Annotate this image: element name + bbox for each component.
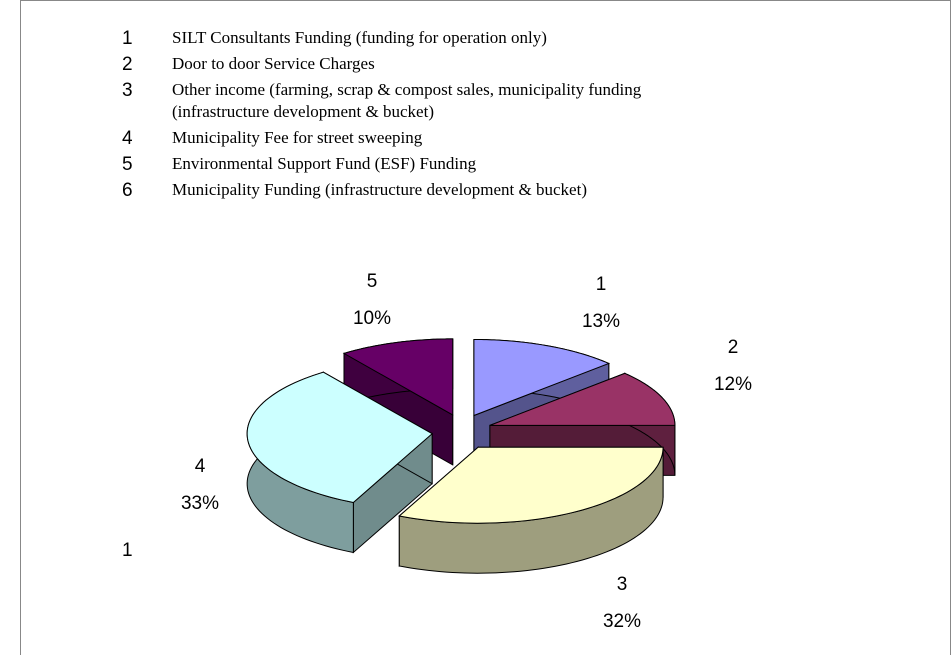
legend-number: 4: [122, 128, 133, 149]
slice-top: [246, 371, 433, 503]
legend-text: Municipality Fee for street sweeping: [172, 128, 423, 147]
legend-text: SILT Consultants Funding (funding for op…: [172, 28, 547, 47]
legend-text: Municipality Funding (infrastructure dev…: [172, 180, 587, 199]
legend-text: (infrastructure development & bucket): [172, 102, 434, 121]
slice: [398, 446, 664, 574]
slice-category: 5: [367, 271, 378, 292]
slice-top: [398, 446, 664, 524]
slice-category: 1: [596, 274, 607, 295]
slice-value-label: 12%: [714, 374, 752, 395]
slice-category: 3: [617, 574, 628, 595]
slice-value-label: 32%: [603, 611, 641, 632]
slice-value-label: 13%: [582, 311, 620, 332]
slice-top: [473, 338, 611, 417]
legend-text: Door to door Service Charges: [172, 54, 375, 73]
frame: [20, 0, 951, 655]
legend-text: Environmental Support Fund (ESF) Funding: [172, 154, 477, 173]
legend-number: 6: [122, 180, 133, 201]
legend-text: Other income (farming, scrap & compost s…: [172, 80, 642, 99]
legend-number: 1: [122, 28, 133, 49]
legend-number: 3: [122, 80, 133, 101]
slice-value-label: 10%: [353, 308, 391, 329]
legend-number: 5: [122, 154, 133, 175]
slice-value-label: 33%: [181, 493, 219, 514]
slice-top: [342, 338, 454, 416]
slice-top: [489, 372, 676, 426]
slice: [246, 371, 433, 554]
slice-category: 4: [195, 456, 206, 477]
annotation: 1: [122, 540, 133, 561]
slice-category: 2: [728, 337, 739, 358]
legend-number: 2: [122, 54, 133, 75]
